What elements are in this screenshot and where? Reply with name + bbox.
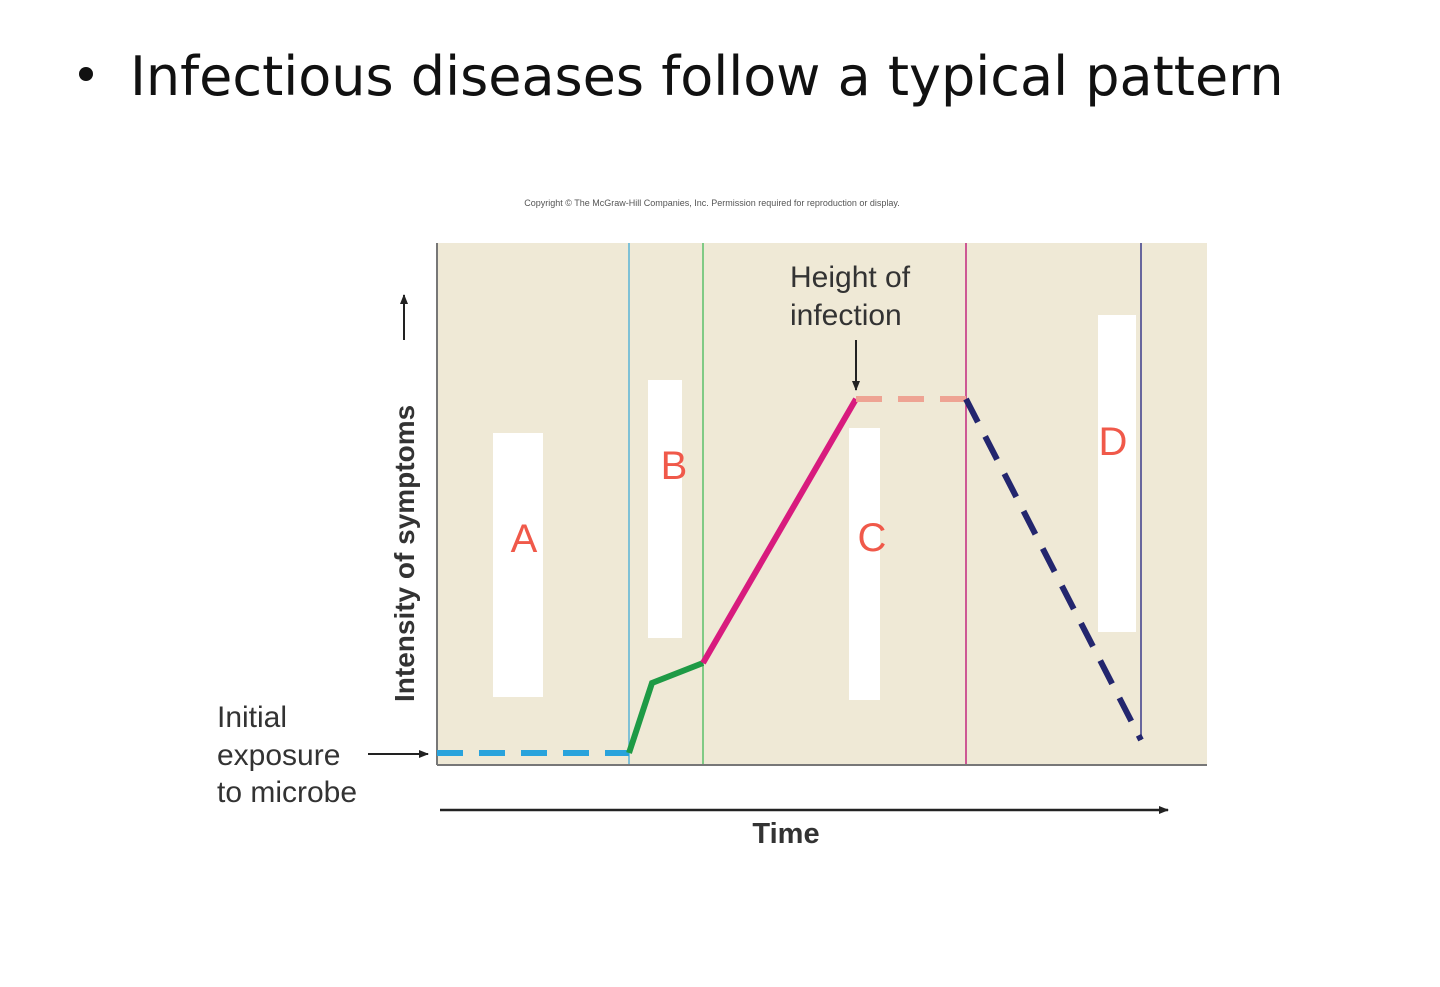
- annotation: infection: [790, 299, 902, 332]
- region-box: [1098, 315, 1136, 632]
- y-axis-label: Intensity of symptoms: [389, 405, 420, 702]
- region-box: [493, 433, 543, 697]
- curve-convalescence: [963, 397, 1144, 742]
- annotation: Initial: [217, 701, 287, 734]
- annotation: Height of: [790, 261, 911, 294]
- bullet-dot: [79, 67, 93, 81]
- plot-area: [437, 243, 1207, 765]
- region-label: A: [511, 517, 538, 561]
- region-box: [849, 428, 880, 700]
- curve-acute: [700, 397, 859, 665]
- copyright: Copyright © The McGraw-Hill Companies, I…: [524, 198, 899, 208]
- curve-prodromal: [626, 660, 705, 754]
- region-label: B: [661, 444, 688, 488]
- annotation: to microbe: [217, 776, 357, 809]
- region-box: [648, 380, 682, 638]
- annotation: exposure: [217, 739, 340, 772]
- slide-bullet: Infectious diseases follow a typical pat…: [130, 45, 1284, 108]
- region-label: D: [1099, 420, 1128, 464]
- region-label: C: [858, 516, 887, 560]
- x-axis-label: Time: [752, 818, 819, 850]
